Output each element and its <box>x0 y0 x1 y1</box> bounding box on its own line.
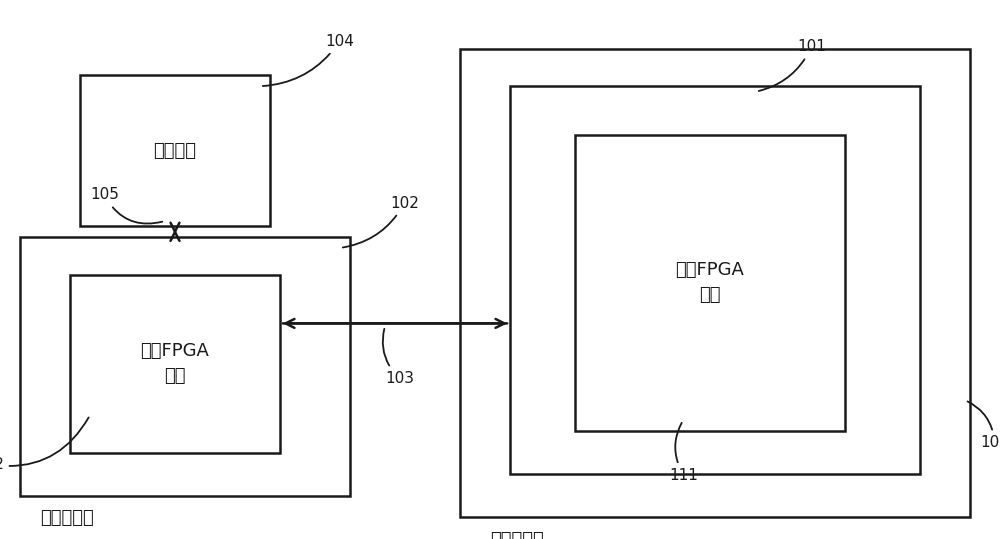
Text: 103: 103 <box>383 329 414 386</box>
Bar <box>70 275 280 453</box>
Text: 接口扩展箱: 接口扩展箱 <box>40 509 94 527</box>
Text: 待测电机: 待测电机 <box>154 142 196 160</box>
Bar <box>460 49 970 517</box>
Text: 105: 105 <box>90 188 162 224</box>
Bar <box>575 135 845 431</box>
Text: 101: 101 <box>759 39 826 91</box>
Text: 102: 102 <box>343 196 419 247</box>
Text: 112: 112 <box>0 417 89 472</box>
Text: 第一FPGA
芯片: 第一FPGA 芯片 <box>676 261 744 305</box>
Text: 111: 111 <box>670 423 698 483</box>
Bar <box>20 237 350 496</box>
Bar <box>510 86 920 474</box>
Text: 100: 100 <box>968 402 1000 450</box>
Text: 第二FPGA
芯片: 第二FPGA 芯片 <box>141 342 209 385</box>
Text: 电机模拟器: 电机模拟器 <box>490 531 544 539</box>
Bar <box>80 75 270 226</box>
Text: 104: 104 <box>263 34 354 86</box>
